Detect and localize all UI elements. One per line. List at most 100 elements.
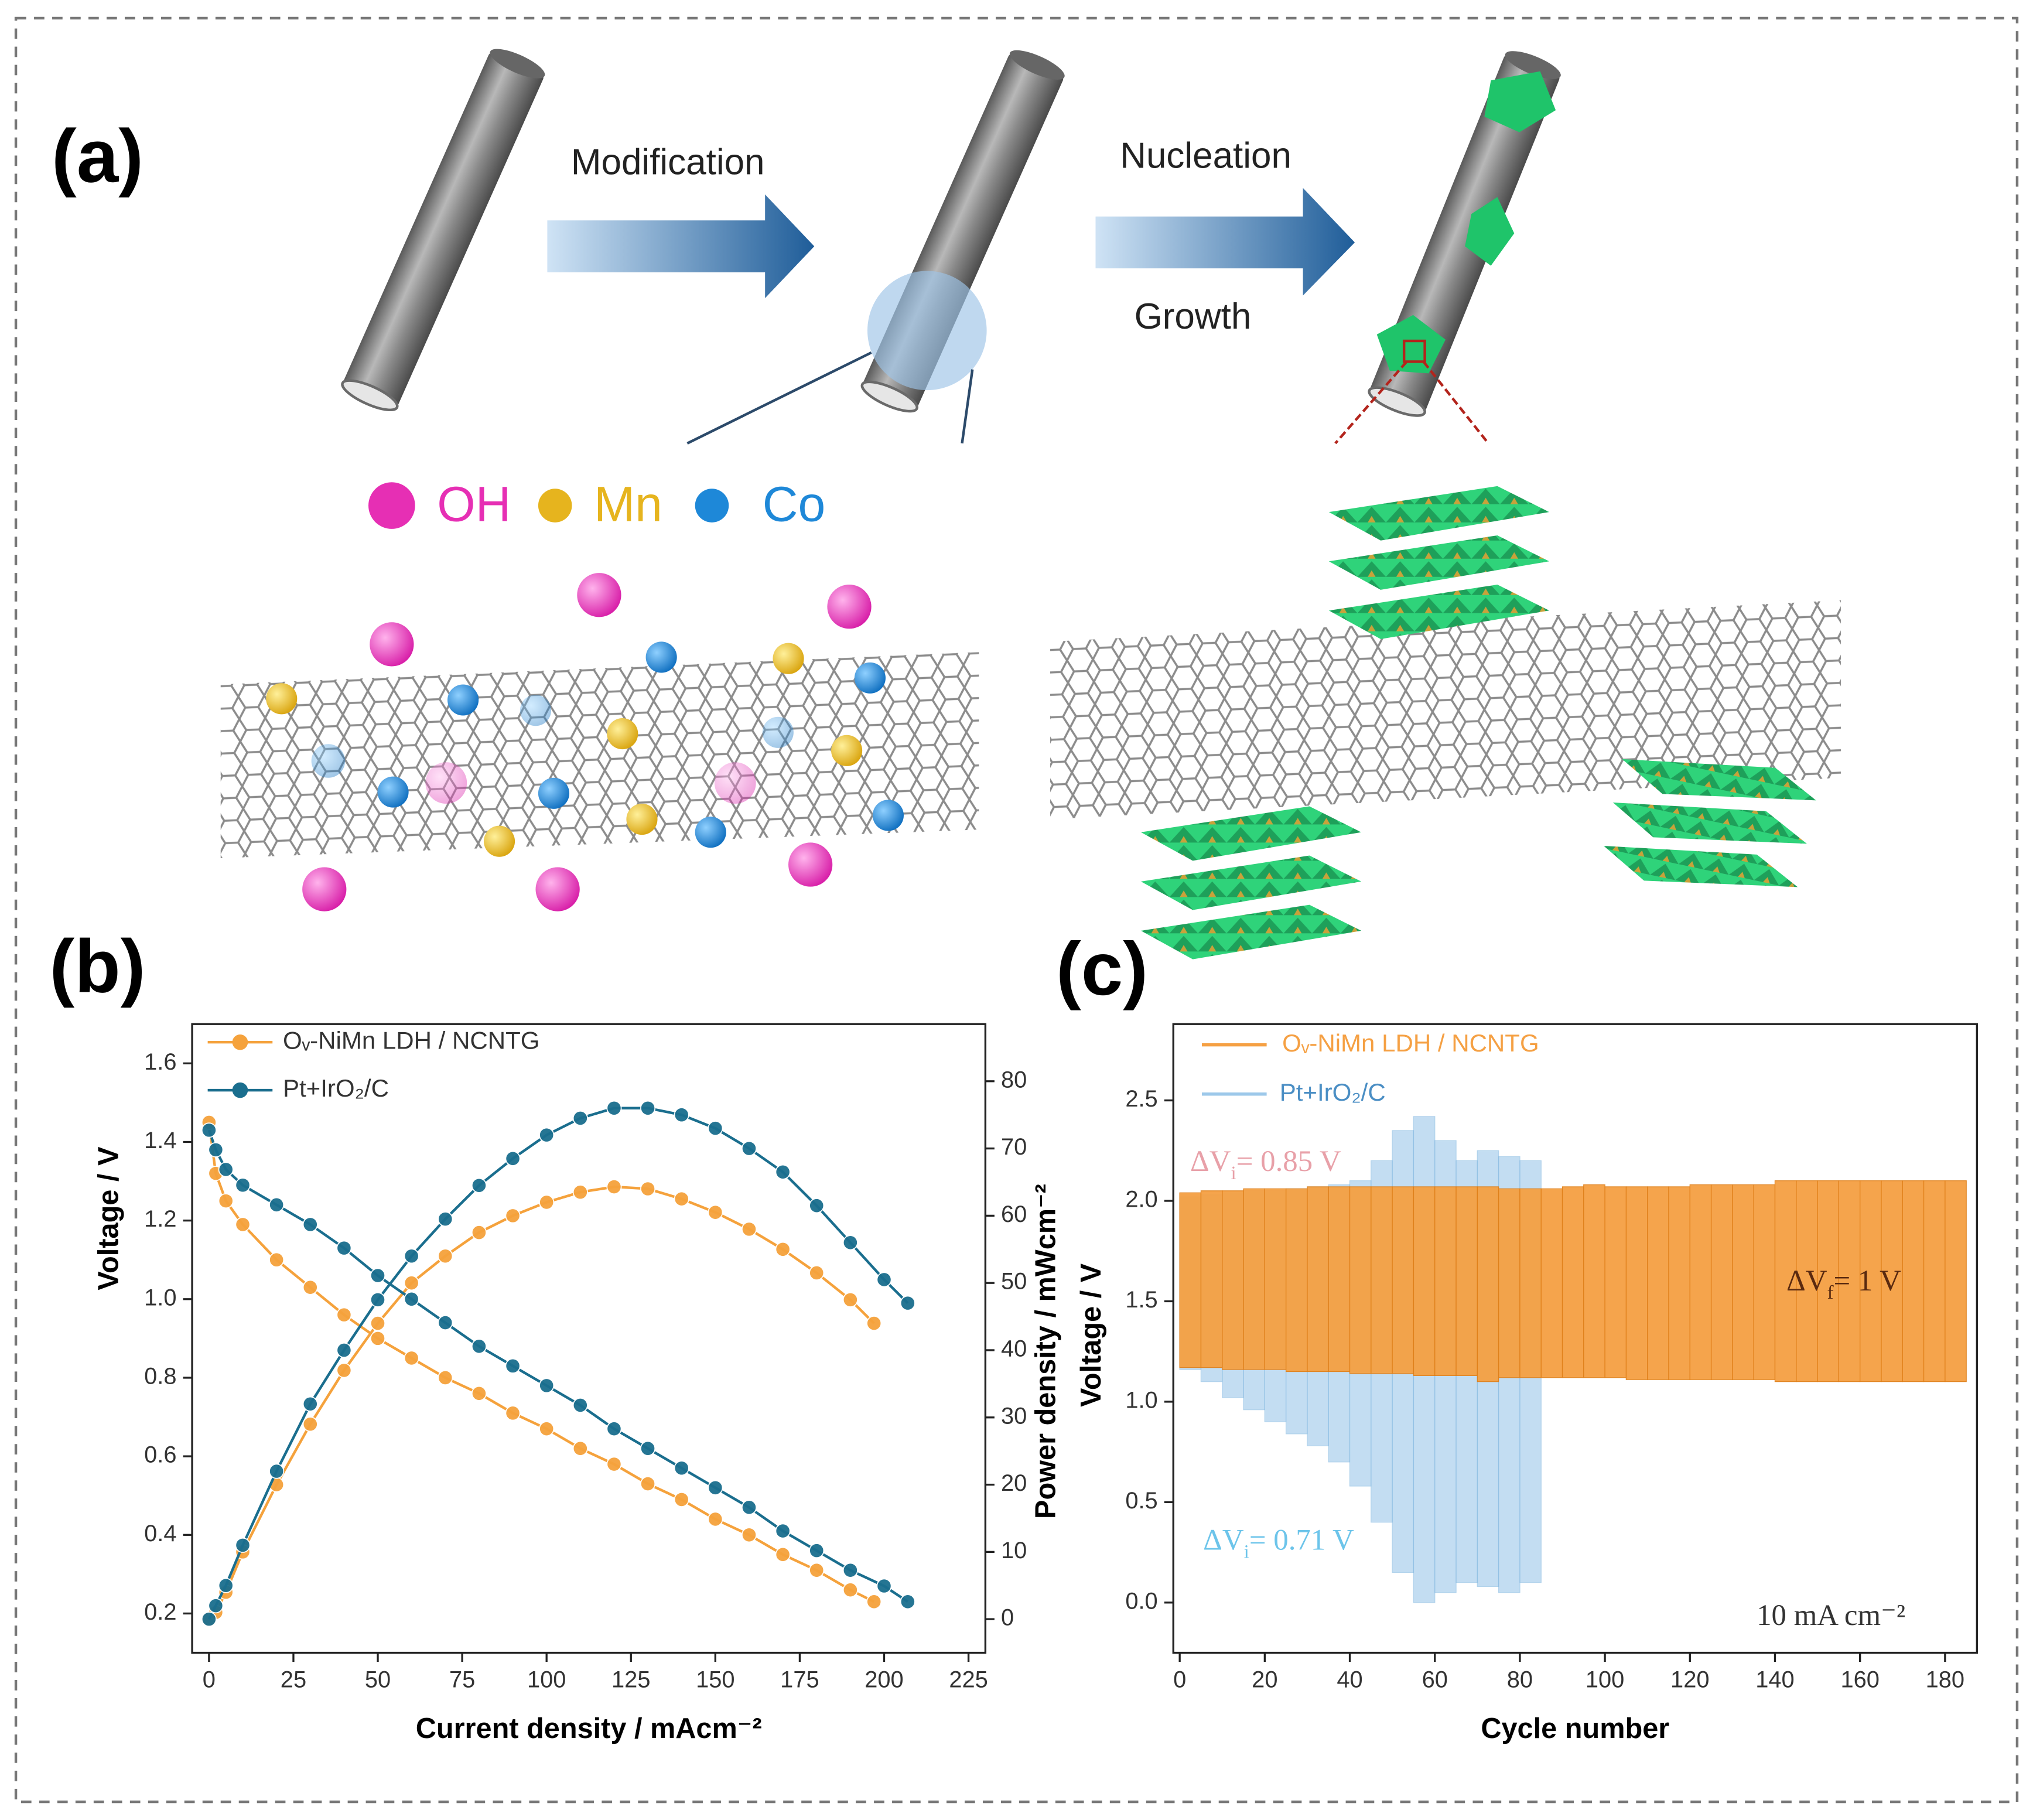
step-label: Modification — [571, 142, 765, 182]
zoom-line — [1422, 361, 1489, 445]
curve — [207, 1129, 909, 1603]
point — [572, 1440, 588, 1456]
point — [208, 1142, 224, 1157]
annotation-part: ΔV — [1203, 1524, 1244, 1556]
point — [404, 1350, 419, 1366]
point — [775, 1523, 791, 1539]
step-label: Growth — [1135, 296, 1252, 337]
point — [572, 1397, 588, 1413]
point — [640, 1476, 656, 1492]
y2-tick-label: 50 — [1001, 1269, 1027, 1295]
annotation: 10 mA cm⁻² — [1757, 1599, 1905, 1631]
x-tick-label: 150 — [696, 1667, 734, 1693]
annotation: ΔVi= 0.85 V — [1190, 1145, 1341, 1184]
point — [606, 1456, 622, 1472]
voltage-range — [1328, 1186, 1351, 1372]
voltage-range — [1200, 1190, 1223, 1368]
annotation-part: ΔV — [1190, 1145, 1231, 1178]
voltage-range — [1881, 1180, 1903, 1382]
x-axis-label: Cycle number — [1481, 1713, 1669, 1744]
point — [302, 1217, 318, 1232]
point — [809, 1543, 825, 1559]
point — [302, 1279, 318, 1295]
voltage-range — [1477, 1186, 1499, 1382]
annotation-part: = 0.85 V — [1236, 1145, 1341, 1178]
y-axis-label: Voltage / V — [93, 1146, 124, 1290]
point — [438, 1211, 453, 1227]
x-tick-label: 60 — [1422, 1667, 1448, 1693]
voltage-range — [1583, 1184, 1605, 1378]
point — [505, 1150, 521, 1166]
point — [370, 1330, 386, 1346]
x-tick-label: 40 — [1337, 1667, 1362, 1693]
x-tick-label: 180 — [1926, 1667, 1964, 1693]
point — [674, 1191, 689, 1207]
x-tick-label: 100 — [1586, 1667, 1624, 1693]
voltage-range — [1179, 1192, 1202, 1368]
zoom-line — [686, 351, 872, 445]
point — [809, 1562, 825, 1578]
voltage-range — [1498, 1188, 1521, 1378]
voltage-range — [1413, 1186, 1436, 1376]
y2-tick-label: 70 — [1001, 1134, 1027, 1160]
voltage-range — [1455, 1186, 1478, 1376]
voltage-range — [1860, 1180, 1882, 1382]
y-tick-label: 1.4 — [144, 1128, 176, 1153]
x-tick-label: 125 — [611, 1667, 650, 1693]
legend-swatch — [695, 489, 729, 523]
annotation-part: f — [1827, 1282, 1834, 1303]
arrow — [547, 194, 815, 298]
point — [269, 1463, 285, 1479]
voltage-range — [1562, 1186, 1584, 1378]
point — [876, 1578, 892, 1594]
point — [842, 1562, 858, 1578]
annotation-part: = 1 V — [1834, 1265, 1902, 1297]
legend-marker — [232, 1034, 248, 1050]
point — [336, 1240, 352, 1256]
point — [775, 1164, 791, 1180]
curve — [207, 1122, 875, 1603]
point — [235, 1177, 251, 1193]
point — [775, 1546, 791, 1562]
x-tick-label: 175 — [780, 1667, 819, 1693]
y-tick-label: 2.0 — [1125, 1187, 1157, 1213]
point — [438, 1248, 453, 1264]
y2-tick-label: 40 — [1001, 1336, 1027, 1361]
y-tick-label: 0.0 — [1125, 1588, 1157, 1614]
point — [201, 1122, 217, 1138]
point — [741, 1141, 757, 1156]
voltage-range — [1349, 1186, 1372, 1374]
point — [235, 1217, 251, 1232]
point — [674, 1460, 689, 1476]
y-tick-label: 0.6 — [144, 1442, 176, 1468]
y-tick-label: 0.2 — [144, 1599, 176, 1625]
voltage-range — [1434, 1186, 1457, 1376]
y-tick-label: 0.5 — [1125, 1488, 1157, 1514]
voltage-range — [1307, 1186, 1329, 1372]
point — [218, 1193, 234, 1209]
point — [471, 1338, 487, 1354]
legend-label: Pt+IrO₂/C — [1280, 1078, 1386, 1106]
point — [471, 1177, 487, 1193]
legend-label: Oᵥ-NiMn LDH / NCNTG — [1282, 1029, 1539, 1057]
voltage-range — [1923, 1180, 1946, 1382]
legend-label: Pt+IrO₂/C — [283, 1074, 389, 1102]
voltage-range — [1817, 1180, 1840, 1382]
legend-swatch — [368, 482, 415, 529]
annotation: ΔVi= 0.71 V — [1203, 1524, 1354, 1562]
point — [842, 1235, 858, 1251]
y-tick-label: 1.0 — [1125, 1387, 1157, 1413]
voltage-range — [1540, 1188, 1563, 1378]
voltage-range — [1519, 1188, 1542, 1378]
y-tick-label: 2.5 — [1125, 1086, 1157, 1112]
point — [876, 1272, 892, 1288]
voltage-range — [1796, 1180, 1818, 1382]
legend-label: Oᵥ-NiMn LDH / NCNTG — [283, 1026, 540, 1054]
y-axis-label: Voltage / V — [1075, 1263, 1107, 1407]
point — [201, 1611, 217, 1627]
point — [775, 1241, 791, 1257]
voltage-range — [1945, 1180, 1967, 1382]
point — [866, 1594, 882, 1610]
x-tick-label: 50 — [365, 1667, 391, 1693]
